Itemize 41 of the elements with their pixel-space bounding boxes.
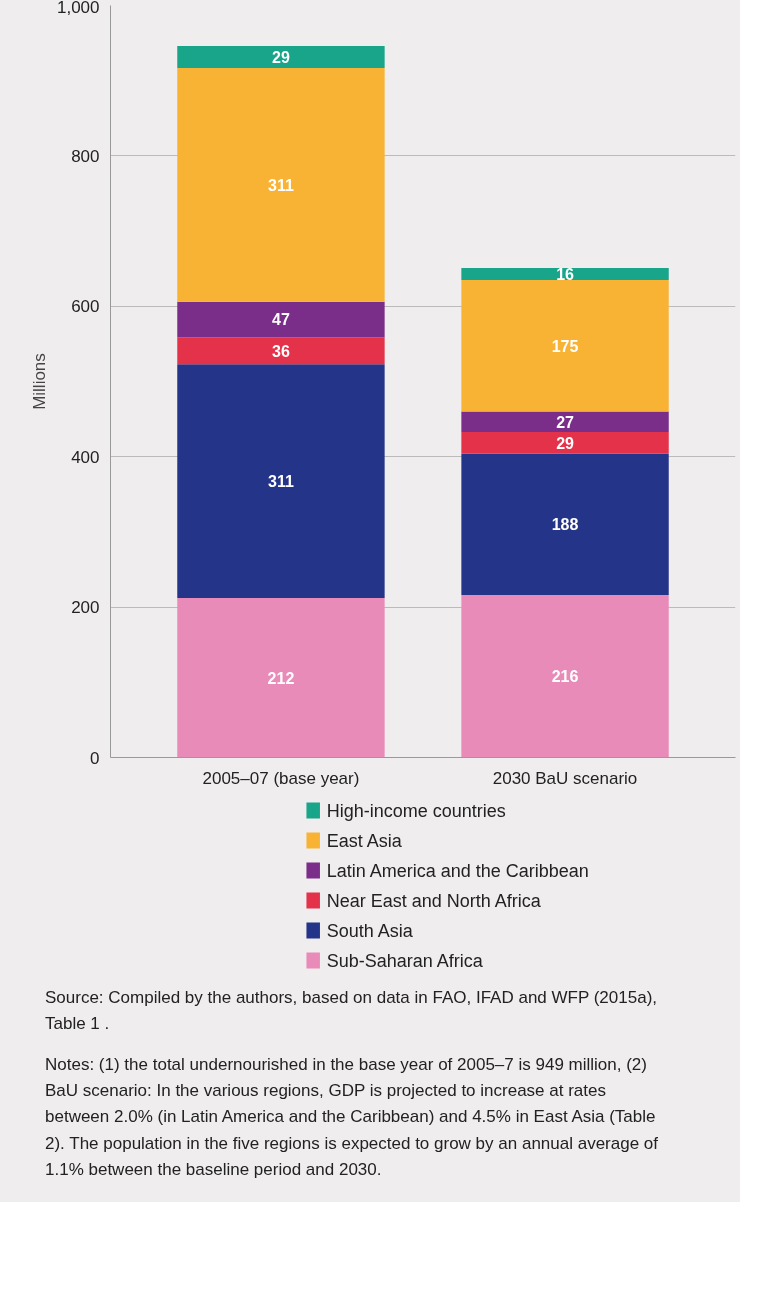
data-label: 27 xyxy=(556,413,575,431)
data-label: 216 xyxy=(551,668,579,686)
bar xyxy=(177,67,385,302)
source-note: Source: Compiled by the authors, based on data in FAO, IFAD and WFP (2015a), Table 1 . xyxy=(45,987,659,1036)
y-tick-label: 800 xyxy=(71,146,100,166)
bar xyxy=(461,267,669,280)
data-label: 188 xyxy=(551,516,579,534)
data-label: 47 xyxy=(272,311,290,329)
bar xyxy=(177,301,385,338)
bar xyxy=(461,411,669,432)
data-label: 16 xyxy=(556,265,575,283)
y-tick-label: 600 xyxy=(71,297,100,317)
x-tick-label: 2005–07 (base year) xyxy=(202,768,360,788)
legend-label: High-income countries xyxy=(326,800,506,821)
bar xyxy=(177,337,385,365)
legend-label: Sub-Saharan Africa xyxy=(326,950,484,971)
bar xyxy=(177,364,385,599)
y-tick-label: 400 xyxy=(71,447,100,467)
data-label: 311 xyxy=(268,176,294,194)
y-tick-label: 0 xyxy=(90,748,100,768)
y-tick-label: 200 xyxy=(71,598,100,618)
bar xyxy=(177,46,385,68)
data-label: 175 xyxy=(551,337,579,355)
bar xyxy=(461,279,669,412)
data-label: 212 xyxy=(267,669,295,687)
data-label: 311 xyxy=(268,473,294,491)
bar xyxy=(461,595,669,758)
y-tick-label: 1,000 xyxy=(56,0,100,17)
legend-label: South Asia xyxy=(326,920,414,941)
y-axis-title: Millions xyxy=(29,353,49,410)
bar xyxy=(177,598,385,758)
text: Notes: (1) the total undernourished in the base year of 2005–7 is 949 million, (2) BaU scenario: In the various regions, GDP is projected to increase at rates between 2.0% (in Latin America and the Caribbean) and 4.5% in East Asia (Table 2). The population in the five regions is expected to grow by an annual average of 1.1% between the baseline period and 2030. xyxy=(45,1053,660,1182)
data-label: 29 xyxy=(272,49,290,67)
data-label: 29 xyxy=(556,434,575,452)
x-tick-label: 2030 BaU scenario xyxy=(492,768,638,788)
legend-label: Near East and North Africa xyxy=(326,890,542,911)
bar xyxy=(461,431,669,454)
bar xyxy=(461,453,669,596)
legend-label: East Asia xyxy=(326,830,403,851)
legend-label: Latin America and the Caribbean xyxy=(326,860,589,881)
data-label: 36 xyxy=(272,342,290,360)
